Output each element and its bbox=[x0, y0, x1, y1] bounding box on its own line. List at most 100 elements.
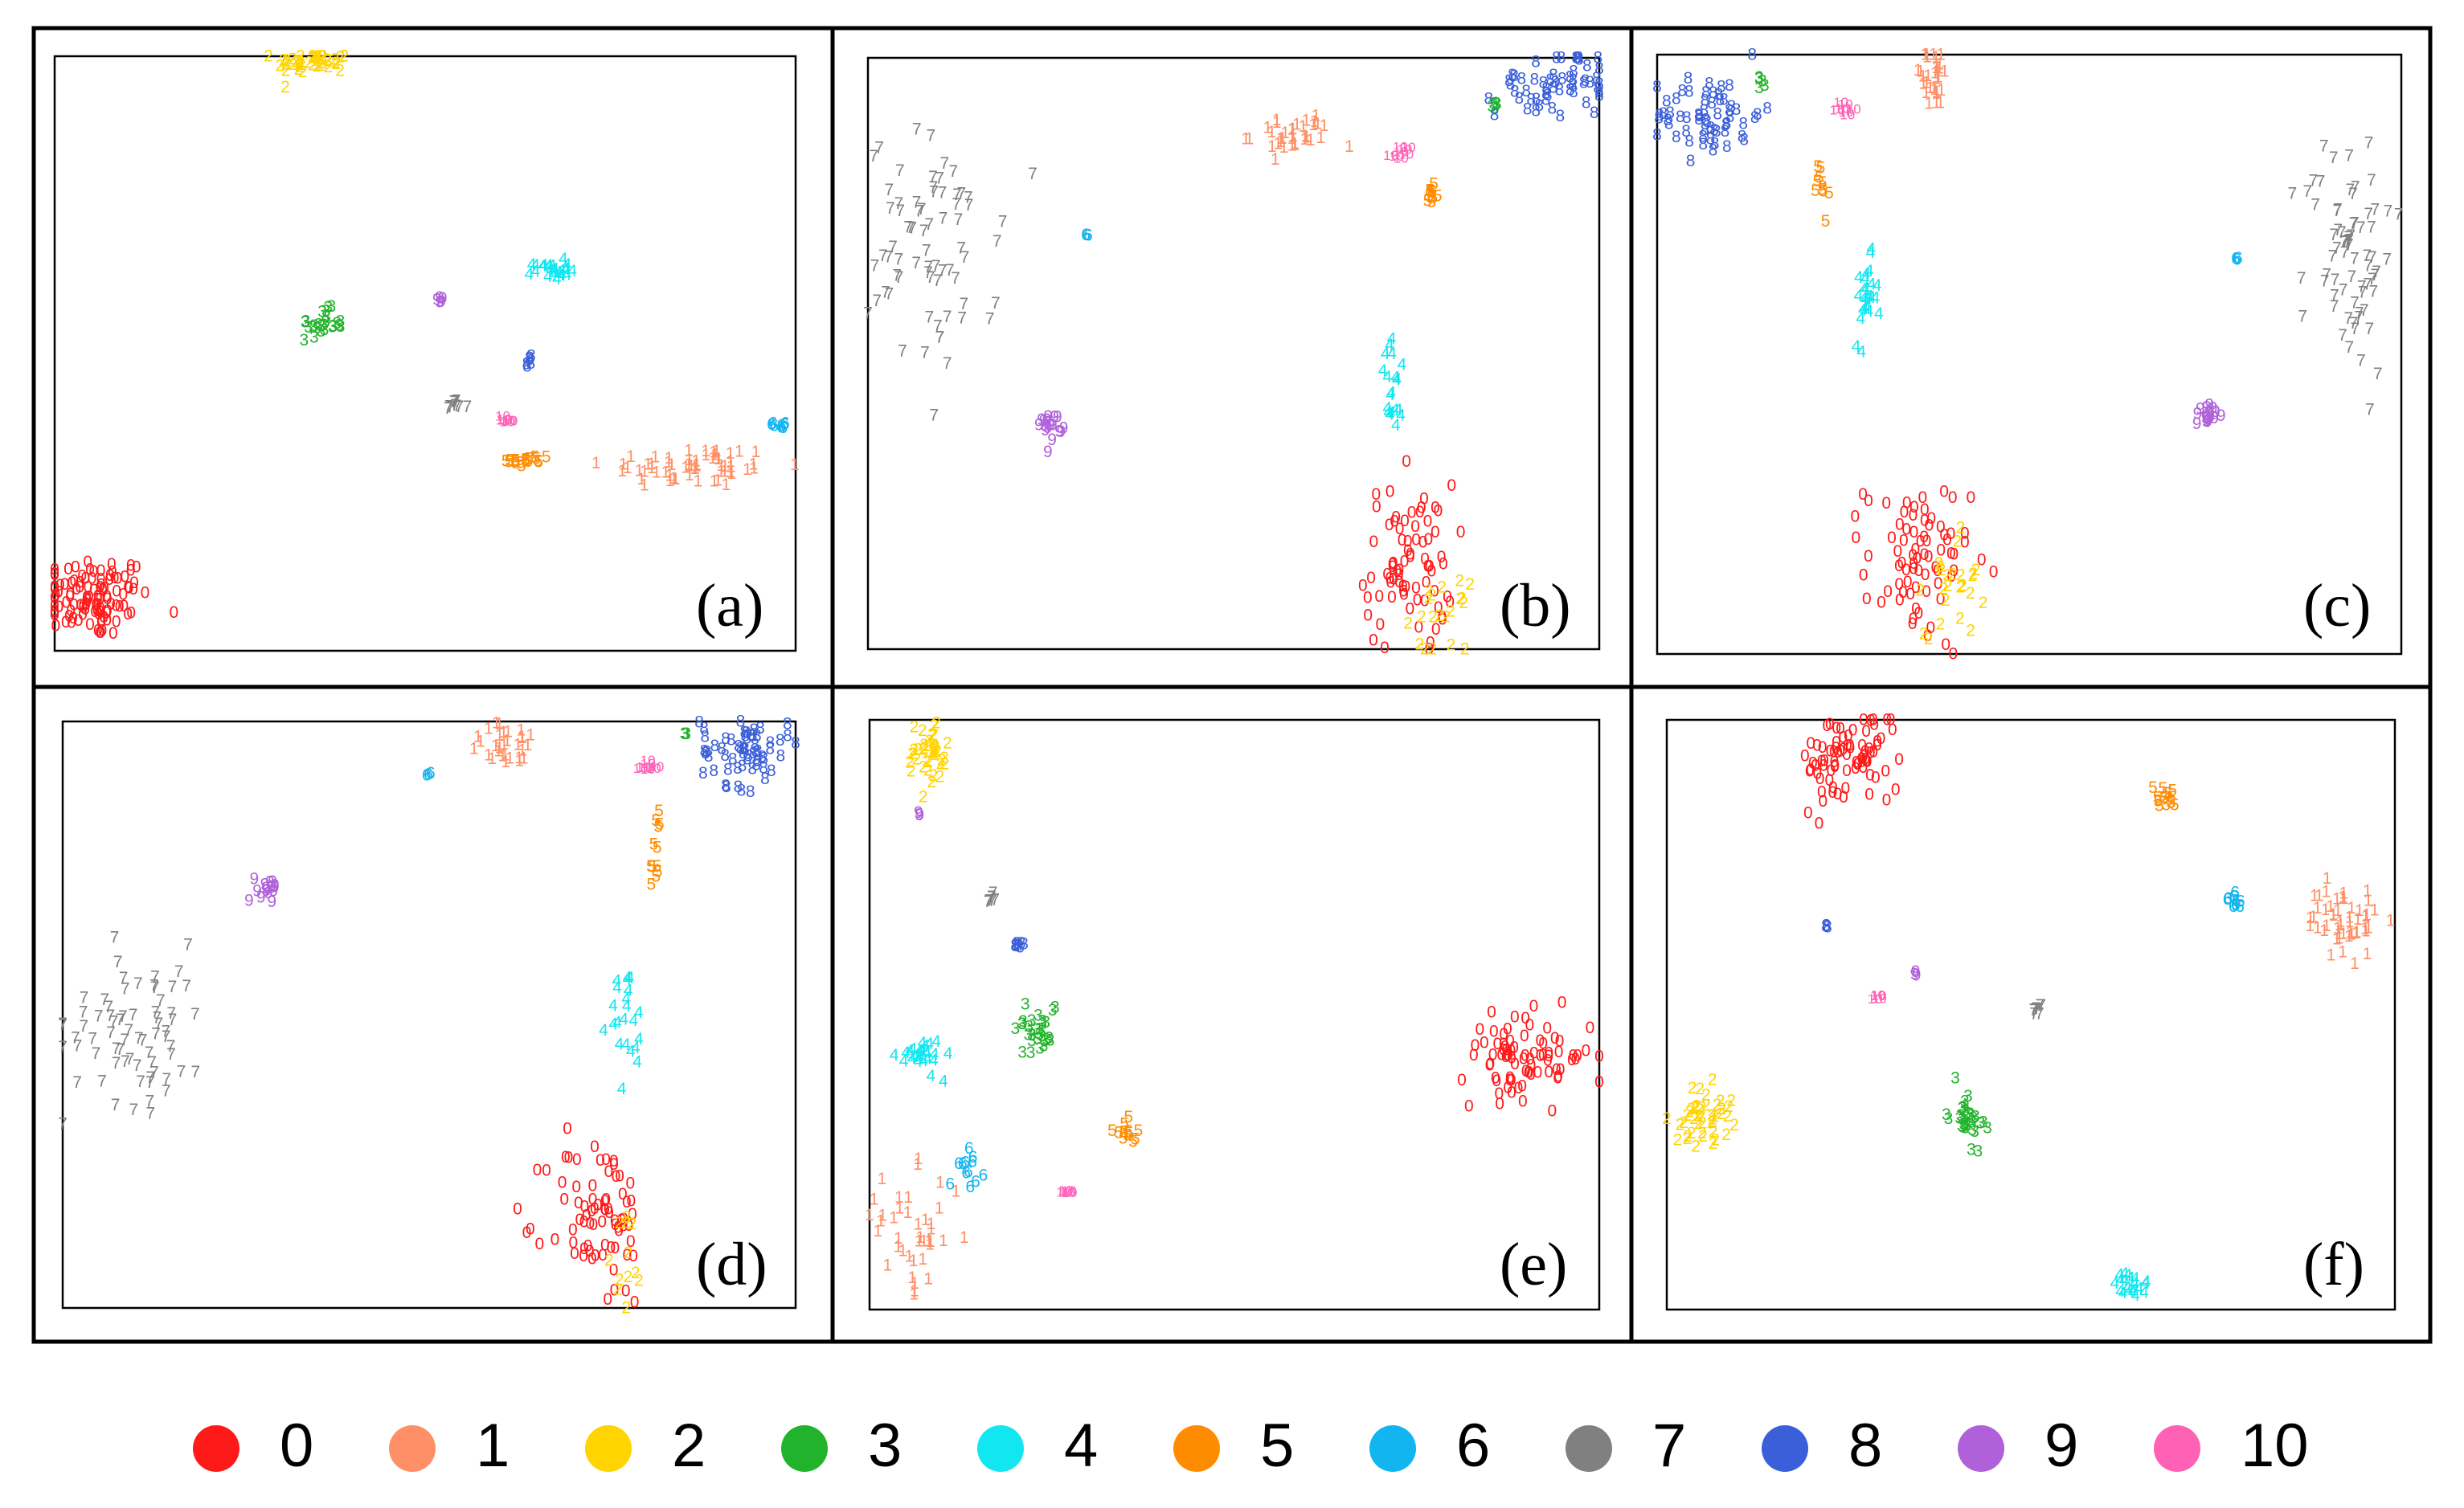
point-class-7: 7 bbox=[931, 257, 941, 276]
point-class-0: 0 bbox=[1538, 1046, 1548, 1065]
point-class-0: 0 bbox=[1864, 786, 1874, 804]
point-class-0: 0 bbox=[76, 596, 86, 615]
point-class-2: 2 bbox=[622, 1208, 632, 1226]
point-class-8: 8 bbox=[758, 747, 767, 766]
point-class-1: 1 bbox=[1937, 81, 1946, 100]
point-class-2: 2 bbox=[911, 750, 921, 769]
point-class-8: 8 bbox=[1748, 46, 1758, 64]
point-class-1: 1 bbox=[487, 750, 497, 768]
point-class-7: 7 bbox=[145, 1073, 155, 1092]
point-class-0: 0 bbox=[1902, 493, 1912, 512]
point-class-10: 10 bbox=[1393, 140, 1408, 155]
point-class-3: 3 bbox=[1040, 1032, 1050, 1051]
point-class-7: 7 bbox=[948, 162, 958, 181]
point-class-0: 0 bbox=[110, 569, 120, 587]
point-class-0: 0 bbox=[568, 1220, 578, 1239]
point-class-7: 7 bbox=[933, 317, 943, 336]
point-class-1: 1 bbox=[714, 450, 723, 468]
point-class-3: 3 bbox=[324, 298, 334, 317]
point-class-0: 0 bbox=[600, 1201, 610, 1220]
point-class-2: 2 bbox=[1460, 640, 1470, 659]
point-class-6: 6 bbox=[2233, 249, 2243, 268]
point-class-0: 0 bbox=[1518, 1093, 1528, 1111]
point-class-7: 7 bbox=[933, 272, 943, 290]
point-class-0: 0 bbox=[1950, 546, 1959, 564]
point-class-1: 1 bbox=[1278, 129, 1287, 148]
point-class-1: 1 bbox=[685, 466, 694, 484]
point-class-8: 8 bbox=[1510, 82, 1520, 100]
point-class-2: 2 bbox=[1726, 1092, 1736, 1110]
point-class-7: 7 bbox=[2288, 184, 2298, 202]
point-class-4: 4 bbox=[548, 261, 558, 280]
point-class-0: 0 bbox=[1860, 750, 1870, 769]
point-class-4: 4 bbox=[559, 250, 568, 268]
point-class-5: 5 bbox=[653, 857, 662, 876]
point-class-9: 9 bbox=[435, 288, 444, 307]
point-class-7: 7 bbox=[112, 1040, 121, 1058]
point-class-7: 7 bbox=[450, 393, 460, 411]
point-class-1: 1 bbox=[1267, 123, 1277, 141]
point-class-2: 2 bbox=[295, 52, 305, 71]
point-class-7: 7 bbox=[960, 295, 969, 313]
point-class-7: 7 bbox=[97, 1073, 107, 1091]
point-class-3: 3 bbox=[1942, 1105, 1951, 1124]
point-class-7: 7 bbox=[917, 200, 927, 219]
point-class-0: 0 bbox=[1517, 1077, 1527, 1095]
point-class-8: 8 bbox=[1594, 86, 1604, 104]
point-class-5: 5 bbox=[1818, 174, 1828, 192]
point-class-1: 1 bbox=[910, 1285, 919, 1304]
point-class-7: 7 bbox=[116, 1040, 125, 1059]
point-class-0: 0 bbox=[1934, 574, 1943, 593]
point-class-7: 7 bbox=[2344, 236, 2354, 255]
plot-frame-c bbox=[1656, 53, 2403, 656]
point-class-0: 0 bbox=[579, 1240, 589, 1258]
point-class-3: 3 bbox=[1033, 1030, 1042, 1048]
point-class-0: 0 bbox=[1887, 529, 1897, 547]
point-class-2: 2 bbox=[931, 714, 941, 733]
point-class-7: 7 bbox=[2330, 287, 2339, 305]
point-class-0: 0 bbox=[609, 1155, 619, 1174]
point-class-2: 2 bbox=[1979, 594, 1988, 612]
point-class-7: 7 bbox=[2338, 326, 2347, 345]
point-class-3: 3 bbox=[1944, 1110, 1954, 1128]
point-class-7: 7 bbox=[2029, 1001, 2039, 1020]
point-class-4: 4 bbox=[563, 265, 572, 284]
point-class-4: 4 bbox=[901, 1044, 911, 1062]
point-class-8: 8 bbox=[1504, 72, 1514, 90]
point-class-0: 0 bbox=[1858, 758, 1868, 777]
point-class-0: 0 bbox=[83, 591, 92, 610]
point-class-6: 6 bbox=[767, 415, 776, 434]
point-class-8: 8 bbox=[776, 731, 785, 750]
point-class-6: 6 bbox=[961, 1163, 971, 1182]
point-class-7: 7 bbox=[920, 344, 930, 362]
point-class-1: 1 bbox=[726, 463, 735, 481]
point-class-2: 2 bbox=[1935, 558, 1945, 576]
point-class-1: 1 bbox=[503, 722, 513, 741]
point-class-9: 9 bbox=[2205, 404, 2215, 423]
point-class-5: 5 bbox=[1824, 184, 1834, 202]
point-class-0: 0 bbox=[1413, 591, 1422, 610]
point-class-4: 4 bbox=[1381, 345, 1390, 363]
point-class-4: 4 bbox=[527, 255, 537, 274]
point-class-7: 7 bbox=[166, 1004, 176, 1023]
point-class-7: 7 bbox=[147, 1053, 157, 1072]
point-class-9: 9 bbox=[2202, 398, 2212, 417]
point-class-8: 8 bbox=[1516, 69, 1526, 88]
legend-label-4: 4 bbox=[1064, 1412, 1099, 1480]
point-class-7: 7 bbox=[2382, 251, 2392, 269]
point-class-7: 7 bbox=[121, 980, 130, 999]
point-class-3: 3 bbox=[1492, 95, 1502, 113]
point-class-4: 4 bbox=[632, 1052, 642, 1071]
point-class-4: 4 bbox=[617, 1080, 627, 1098]
point-class-0: 0 bbox=[1403, 541, 1413, 560]
point-class-4: 4 bbox=[926, 1067, 935, 1085]
point-class-8: 8 bbox=[1523, 100, 1533, 118]
point-class-6: 6 bbox=[2223, 890, 2233, 909]
point-class-0: 0 bbox=[1966, 488, 1975, 507]
point-class-1: 1 bbox=[923, 1270, 933, 1289]
panel-label-d: (d) bbox=[696, 1231, 767, 1298]
legend-label-7: 7 bbox=[1652, 1412, 1687, 1480]
point-class-1: 1 bbox=[919, 1232, 929, 1251]
